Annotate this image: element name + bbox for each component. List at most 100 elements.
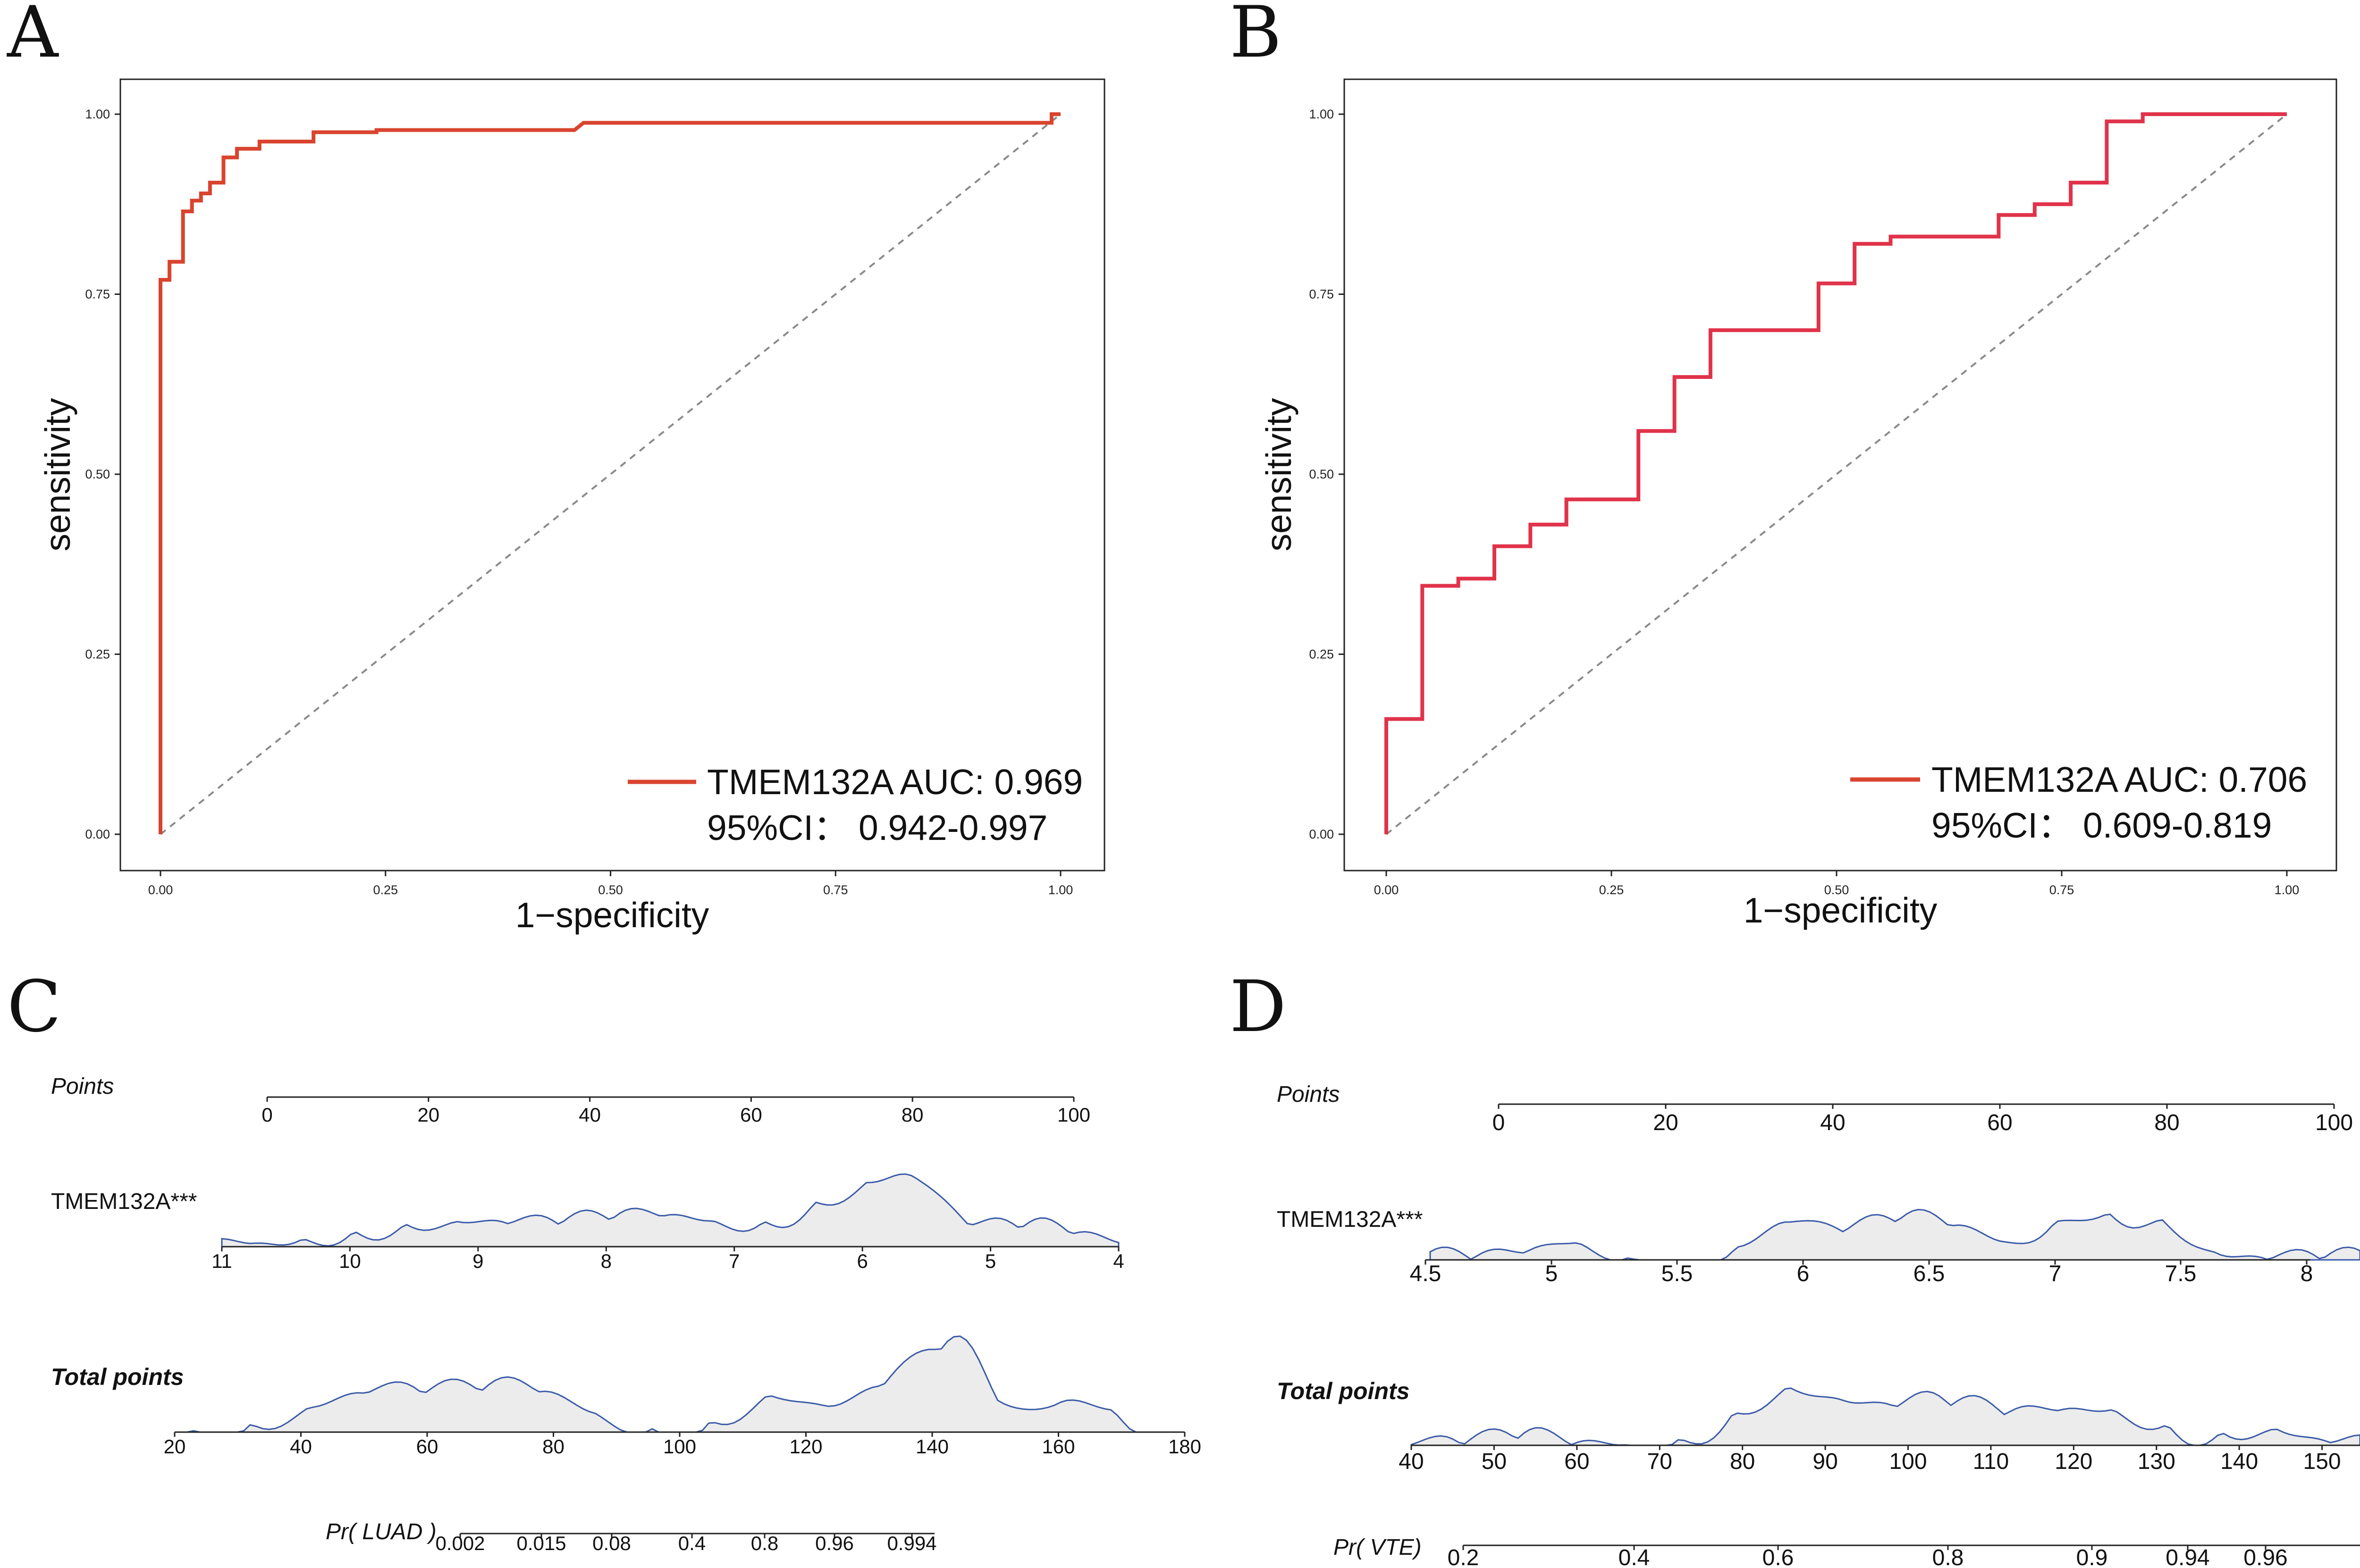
- x-axis-title-a: 1−specificity: [515, 895, 709, 935]
- tick-label-d-points: 40: [1820, 1110, 1845, 1135]
- tick-label-d-tmem: 7: [2049, 1261, 2062, 1286]
- tick-label-c-total: 100: [663, 1435, 696, 1458]
- x-tick-label-b: 0.50: [1824, 883, 1849, 897]
- y-tick-label-a: 0.00: [85, 827, 110, 841]
- tick-label-d-points: 0: [1492, 1110, 1505, 1135]
- nomogram-c-row-total-label: Total points: [51, 1364, 184, 1390]
- x-tick-label-b: 0.00: [1374, 883, 1399, 897]
- tick-label-c-total: 180: [1168, 1435, 1201, 1458]
- x-tick-label-a: 0.25: [373, 883, 398, 897]
- y-axis-title-a: sensitivity: [38, 398, 77, 552]
- panel-letter-c: C: [7, 966, 61, 1048]
- density-tmem-c: [221, 1173, 1120, 1248]
- y-tick-label-a: 0.25: [85, 647, 110, 662]
- x-axis-ticks-b: 0.00 0.25 0.50 0.75 1.00: [1374, 871, 2299, 897]
- diagonal-reference-b: [1385, 113, 2288, 835]
- tick-label-d-points: 80: [2154, 1110, 2179, 1135]
- tick-label-c-tmem: 11: [211, 1250, 232, 1272]
- x-axis-ticks-a: 0.00 0.25 0.50 0.75 1.00: [148, 871, 1073, 897]
- panel-letter-d: D: [1230, 966, 1286, 1048]
- tick-label-c-points: 100: [1057, 1104, 1090, 1126]
- plot-frame-b: [1343, 78, 2337, 872]
- tick-label-c-points: 60: [740, 1104, 762, 1126]
- tick-label-d-prob: 0.9: [2076, 1545, 2108, 1568]
- legend-ci-a: 95%CI： 0.942-0.997: [707, 808, 1047, 847]
- roc-curve-a: [159, 112, 1061, 834]
- tick-label-c-total: 60: [416, 1435, 438, 1458]
- legend-label-a: TMEM132A AUC: 0.969: [707, 762, 1083, 802]
- y-tick-label-a: 0.50: [85, 467, 110, 481]
- tick-label-c-prob: 0.015: [516, 1532, 566, 1554]
- tick-label-d-prob: 0.96: [2243, 1545, 2287, 1568]
- tick-label-c-total: 40: [290, 1435, 312, 1458]
- tick-label-c-tmem: 5: [985, 1250, 996, 1272]
- tick-label-c-tmem: 9: [472, 1250, 483, 1272]
- tick-label-d-tmem: 6.5: [1913, 1261, 1945, 1286]
- tick-label-c-tmem: 4: [1113, 1250, 1124, 1272]
- tick-label-c-prob: 0.08: [592, 1532, 631, 1554]
- tick-label-c-tmem: 8: [601, 1250, 612, 1272]
- tick-label-d-prob: 0.8: [1932, 1545, 1964, 1568]
- tick-label-c-total: 20: [164, 1435, 186, 1458]
- y-tick-label-b: 1.00: [1309, 107, 1334, 121]
- tick-label-c-prob: 0.002: [435, 1532, 485, 1554]
- tick-label-d-tmem: 4.5: [1410, 1261, 1441, 1286]
- y-tick-label-b: 0.00: [1309, 827, 1334, 841]
- tick-label-d-tmem: 8: [2301, 1261, 2313, 1286]
- density-total-d: [1410, 1387, 2360, 1446]
- y-tick-label-b: 0.50: [1309, 467, 1334, 481]
- tick-label-d-total: 40: [1399, 1449, 1424, 1474]
- panel-letter-b: B: [1230, 0, 1281, 74]
- tick-label-d-tmem: 5: [1545, 1261, 1558, 1286]
- nomogram-c: Points TMEM132A*** Total points Pr( LUAD…: [51, 1074, 1201, 1554]
- tick-label-d-prob: 0.2: [1448, 1545, 1479, 1568]
- y-tick-label-a: 0.75: [85, 287, 110, 302]
- tick-label-d-total: 100: [1889, 1449, 1927, 1474]
- nomogram-c-axes: 0 20 40 60 80 100 11 10 9 8 7 6 5 4 20 40 60 80 100 120 140 1…: [164, 1096, 1201, 1554]
- y-axis-ticks-a: 0.00 0.25 0.50 0.75 1.00: [85, 107, 120, 841]
- y-tick-label-a: 1.00: [85, 107, 110, 121]
- tick-label-c-total: 140: [916, 1435, 949, 1458]
- tick-label-d-points: 60: [1987, 1110, 2012, 1135]
- diagonal-reference-a: [160, 113, 1062, 835]
- y-axis-title-b: sensitivity: [1259, 398, 1298, 552]
- x-tick-label-a: 0.50: [598, 883, 623, 897]
- tick-label-d-total: 110: [1973, 1449, 2009, 1474]
- tick-label-d-points: 20: [1653, 1110, 1678, 1135]
- nomogram-c-row-points-label: Points: [51, 1074, 114, 1099]
- nomogram-d-row-tmem-label: TMEM132A***: [1277, 1207, 1423, 1232]
- nomogram-d-axes: 0 20 40 60 80 100 4.5 5 5.5 6 6.5 7 7.5 8 40 50 60 70 80 90…: [1399, 1103, 2360, 1568]
- tick-label-c-points: 80: [902, 1104, 924, 1126]
- nomogram-c-row-prob-label: Pr( LUAD ): [326, 1519, 437, 1544]
- tick-label-d-total: 60: [1564, 1449, 1589, 1474]
- tick-label-c-total: 120: [789, 1435, 822, 1458]
- legend-ci-b: 95%CI： 0.609-0.819: [1931, 805, 2272, 845]
- tick-label-d-prob: 0.4: [1618, 1545, 1650, 1568]
- x-tick-label-b: 0.75: [2049, 883, 2074, 897]
- x-axis-title-b: 1−specificity: [1744, 890, 1938, 930]
- roc-chart-b: 0.00 0.25 0.50 0.75 1.00 0.00 0.25 0.50 0.75 1.0…: [1259, 78, 2337, 930]
- tick-label-d-tmem: 7.5: [2165, 1261, 2197, 1286]
- nomogram-d-row-points-label: Points: [1277, 1082, 1340, 1107]
- tick-label-d-total: 80: [1730, 1449, 1755, 1474]
- tick-label-d-total: 90: [1812, 1449, 1837, 1474]
- panel-letter-a: A: [7, 0, 59, 74]
- density-tmem-d: [1429, 1208, 2360, 1261]
- tick-label-c-prob: 0.8: [751, 1532, 778, 1554]
- tick-label-d-total: 150: [2303, 1449, 2341, 1474]
- tick-label-d-total: 140: [2220, 1449, 2258, 1474]
- nomogram-d-row-prob-label: Pr( VTE): [1333, 1535, 1422, 1560]
- tick-label-d-total: 120: [2055, 1449, 2092, 1474]
- tick-label-c-total: 160: [1042, 1435, 1075, 1458]
- tick-label-d-total: 50: [1482, 1449, 1507, 1474]
- tick-label-c-tmem: 6: [857, 1250, 868, 1272]
- y-axis-ticks-b: 0.00 0.25 0.50 0.75 1.00: [1309, 107, 1344, 841]
- tick-label-c-total: 80: [542, 1435, 565, 1458]
- tick-label-d-points: 100: [2315, 1110, 2353, 1135]
- density-total-c: [175, 1335, 1180, 1433]
- x-tick-label-a: 0.75: [823, 883, 848, 897]
- roc-chart-a: 0.00 0.25 0.50 0.75 1.00 0.00 0.25 0.50 0.75 1.0…: [38, 78, 1105, 935]
- tick-label-c-tmem: 7: [729, 1250, 740, 1272]
- tick-label-c-tmem: 10: [339, 1250, 361, 1272]
